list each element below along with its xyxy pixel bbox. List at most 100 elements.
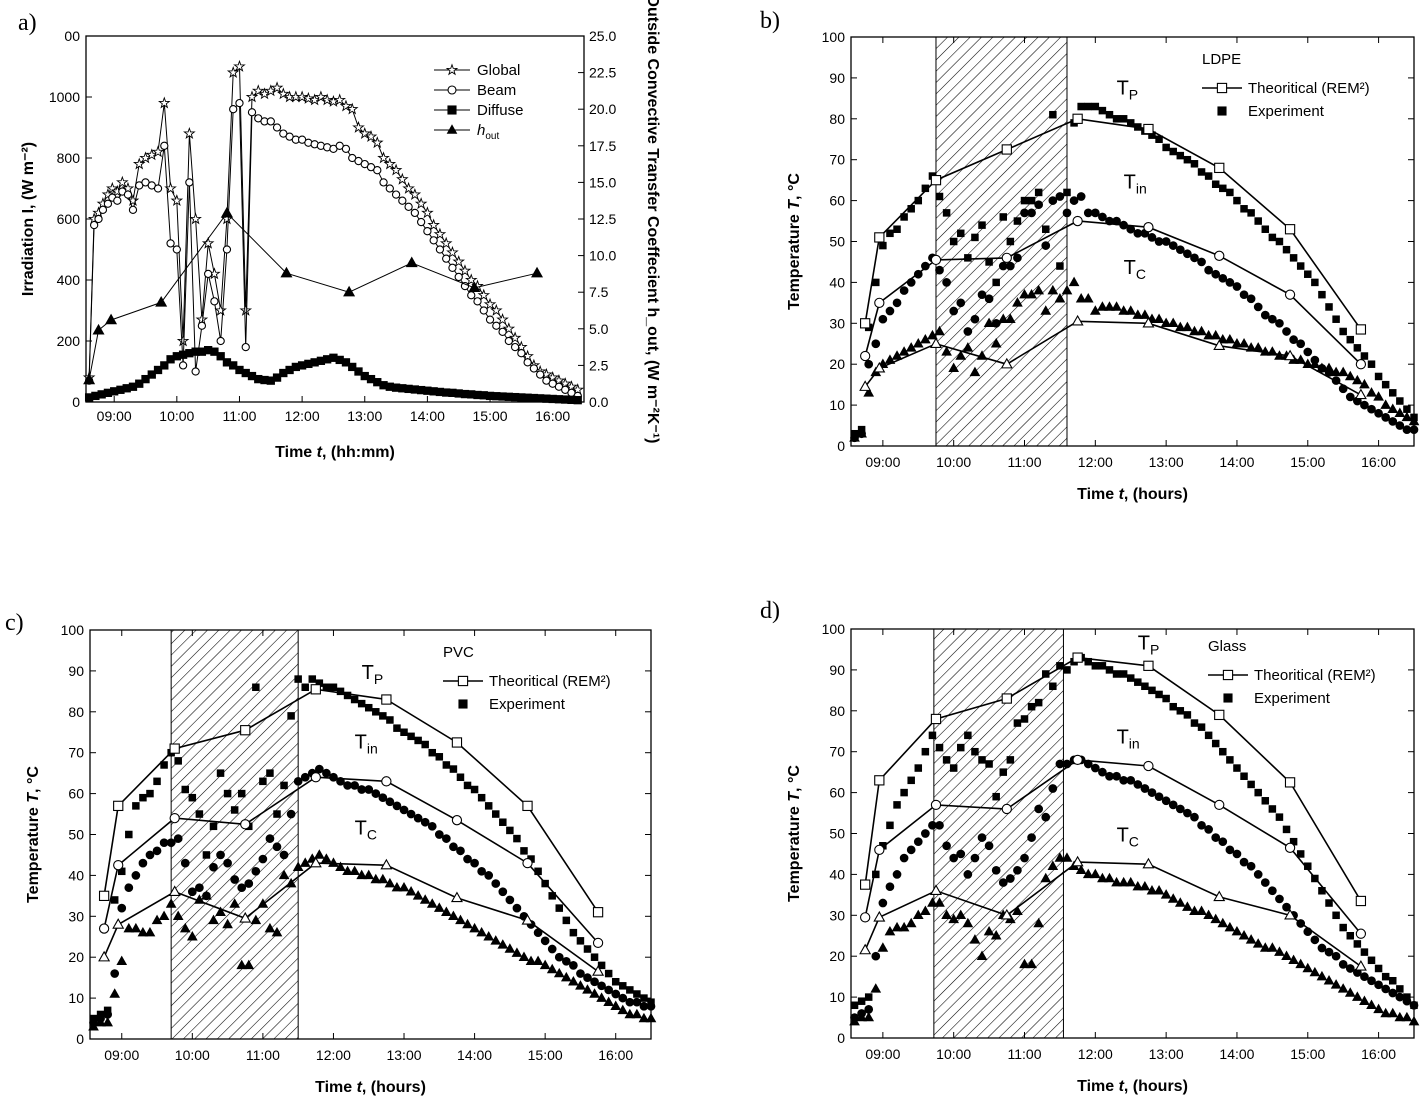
- legend-marker: [447, 85, 457, 95]
- theoretical-point-tc: [859, 943, 872, 955]
- experiment-point-tp: [879, 241, 887, 250]
- experiment-point-tc: [1118, 305, 1129, 315]
- experiment-point-tp: [428, 748, 436, 757]
- experiment-point-tin: [1083, 208, 1093, 218]
- experiment-point-tp: [146, 789, 154, 798]
- experiment-point-tin: [1388, 988, 1398, 998]
- experiment-point-tp: [1126, 119, 1135, 127]
- x-tick-label: 16:00: [535, 408, 570, 424]
- experiment-point-tin: [131, 871, 141, 880]
- experiment-point-tp: [1254, 217, 1262, 225]
- experiment-point-tc: [1146, 885, 1158, 895]
- theoretical-point-tc: [1213, 890, 1226, 902]
- experiment-point-tc: [1394, 407, 1406, 418]
- experiment-point-tc: [1182, 321, 1193, 332]
- experiment-point-tc: [941, 909, 952, 920]
- data-point: [341, 144, 351, 153]
- experiment-point-tin: [117, 903, 127, 913]
- experiment-point-tin: [442, 834, 451, 843]
- x-axis-label-var: t: [317, 444, 323, 461]
- experiment-point-tp: [1389, 389, 1397, 397]
- y-tick-label: 0: [837, 1030, 845, 1046]
- experiment-point-tin: [1402, 425, 1412, 434]
- legend-marker-theoretical: [457, 675, 469, 687]
- experiment-point-tp: [174, 757, 182, 765]
- experiment-point-tp: [1155, 690, 1163, 699]
- experiment-point-tin: [1183, 808, 1192, 818]
- experiment-point-tp: [1261, 797, 1270, 805]
- theoretical-point-tin: [860, 350, 871, 362]
- y-tick-label: 100: [822, 621, 846, 637]
- experiment-point-tc: [1281, 950, 1292, 960]
- experiment-point-tc: [1323, 362, 1335, 373]
- panel-label: d): [760, 598, 780, 624]
- experiment-point-tin: [1218, 837, 1228, 847]
- curve-label: Tin: [1117, 727, 1140, 752]
- experiment-point-tc: [377, 873, 389, 884]
- experiment-point-tp: [110, 896, 119, 904]
- experiment-point-tc: [1274, 946, 1285, 956]
- experiment-point-tp: [492, 810, 500, 818]
- data-point: [241, 342, 250, 352]
- data-point: [170, 194, 184, 207]
- experiment-point-tp: [971, 233, 979, 242]
- experiment-point-tc: [462, 918, 473, 929]
- experiment-point-tp: [160, 761, 168, 769]
- experiment-point-tc: [624, 1008, 636, 1019]
- curve-label-main: T: [355, 732, 367, 754]
- data-point: [483, 297, 497, 310]
- theoretical-point-tin: [930, 799, 942, 811]
- experiment-point-tp: [1226, 188, 1234, 197]
- x-tick-label: 16:00: [598, 1047, 633, 1063]
- y-tick-label: 20: [829, 356, 845, 372]
- experiment-point-tc: [243, 959, 255, 970]
- curve-label-main: T: [355, 818, 367, 840]
- theoretical-point-tc: [98, 950, 111, 962]
- y-tick-label: 100: [61, 622, 85, 638]
- experiment-point-tc: [469, 922, 480, 933]
- data-point: [510, 342, 520, 352]
- experiment-point-tin: [942, 278, 951, 287]
- experiment-point-tin: [1041, 241, 1051, 250]
- experiment-point-tin: [1296, 339, 1306, 349]
- experiment-point-tp: [1197, 723, 1206, 731]
- experiment-point-tc: [997, 313, 1009, 323]
- y-axis-label: Temperature T, °C: [786, 765, 803, 902]
- experiment-point-tc: [158, 910, 170, 921]
- experiment-point-tin: [1395, 421, 1405, 430]
- experiment-point-tc: [955, 909, 967, 920]
- experiment-point-tc: [856, 1011, 867, 1022]
- experiment-point-tp: [1056, 262, 1064, 270]
- experiment-point-tin: [1317, 943, 1327, 953]
- x-tick-label: 10:00: [936, 1046, 971, 1062]
- x-axis-label-var: t: [357, 1079, 363, 1096]
- y-tick-label: 70: [68, 745, 84, 761]
- panel-a: a) 0 200 400 600 800 1000 00 0.0 2.5 5.0 7.5 10.0 12.…: [18, 0, 661, 461]
- experiment-point-tin: [1275, 318, 1284, 328]
- theoretical-point-tin: [874, 844, 885, 856]
- experiment-point-tp: [252, 683, 260, 692]
- curve-label-main: T: [1124, 257, 1136, 279]
- y-axis-label-var: T: [25, 792, 42, 803]
- experiment-point-tin: [899, 853, 909, 863]
- experiment-point-tin: [569, 961, 578, 970]
- data-point: [247, 108, 257, 117]
- experiment-point-tc: [313, 849, 325, 859]
- experiment-point-tin: [998, 261, 1008, 271]
- experiment-point-tin: [991, 865, 1001, 875]
- theoretical-point-tp: [522, 800, 533, 812]
- theoretical-point-tc: [1213, 339, 1226, 351]
- y-tick-label: 80: [829, 111, 845, 127]
- experiment-point-tin: [1197, 257, 1206, 267]
- data-point: [448, 263, 457, 272]
- experiment-point-tp: [308, 675, 317, 683]
- experiment-point-tc: [525, 955, 537, 966]
- experiment-point-tc: [1373, 1003, 1384, 1014]
- experiment-point-tc: [1196, 325, 1207, 336]
- experiment-point-tc: [1408, 1015, 1420, 1026]
- theoretical-point-tin: [1355, 928, 1367, 939]
- experiment-point-tc: [1210, 329, 1222, 340]
- experiment-point-tc: [95, 1016, 106, 1027]
- data-point: [398, 196, 407, 205]
- experiment-point-tin: [618, 993, 628, 1003]
